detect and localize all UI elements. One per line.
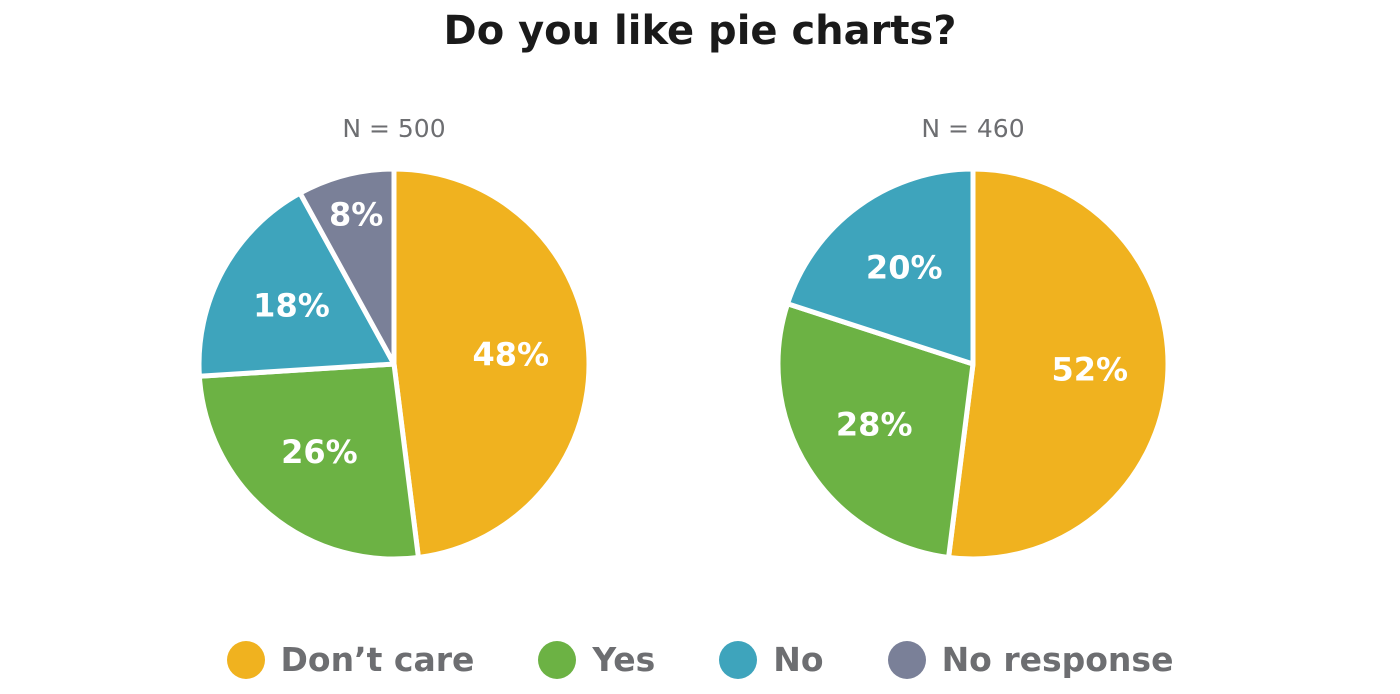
pie-1-slice-no (196, 190, 397, 379)
legend-label-dont-care: Don’t care (280, 640, 475, 679)
pie-2-n-label: N = 460 (921, 114, 1025, 143)
chart-title: Do you like pie charts? (443, 8, 957, 54)
legend: Don’t care Yes No No response (0, 640, 1400, 679)
pie-2-label-dont-care: 52% (1051, 350, 1128, 388)
pie-1-n-label: N = 500 (342, 114, 446, 143)
pie-1-slice-dont-care (391, 166, 592, 560)
pie-1-label-dont-care: 48% (472, 336, 549, 374)
pie-2-slice-dont-care (946, 166, 1171, 562)
legend-swatch-dont-care (226, 640, 265, 679)
pie-1-slice-yes (196, 361, 421, 562)
pie-2-slice-no (785, 166, 976, 367)
legend-swatch-no-response (887, 640, 926, 679)
pie-1-label-no-response: 8% (329, 196, 383, 234)
pie-1-label-no: 18% (253, 287, 330, 325)
pie-1-slice-no-response (297, 166, 397, 367)
legend-item-no: No (719, 640, 824, 679)
legend-label-yes: Yes (592, 640, 656, 679)
pie-2-label-no: 20% (866, 248, 943, 286)
legend-swatch-no (719, 640, 758, 679)
legend-item-yes: Yes (538, 640, 655, 679)
legend-label-no: No (773, 640, 824, 679)
legend-item-no-response: No response (887, 640, 1174, 679)
pie-2-slice-yes (775, 301, 976, 560)
legend-label-no-response: No response (941, 640, 1174, 679)
pie-1-label-yes: 26% (281, 433, 358, 471)
pie-charts: 48% 26% 18% 8% 52% 28% 20% (196, 166, 1171, 562)
pie-2-label-yes: 28% (836, 406, 913, 444)
legend-swatch-yes (538, 640, 577, 679)
legend-item-dont-care: Don’t care (226, 640, 475, 679)
